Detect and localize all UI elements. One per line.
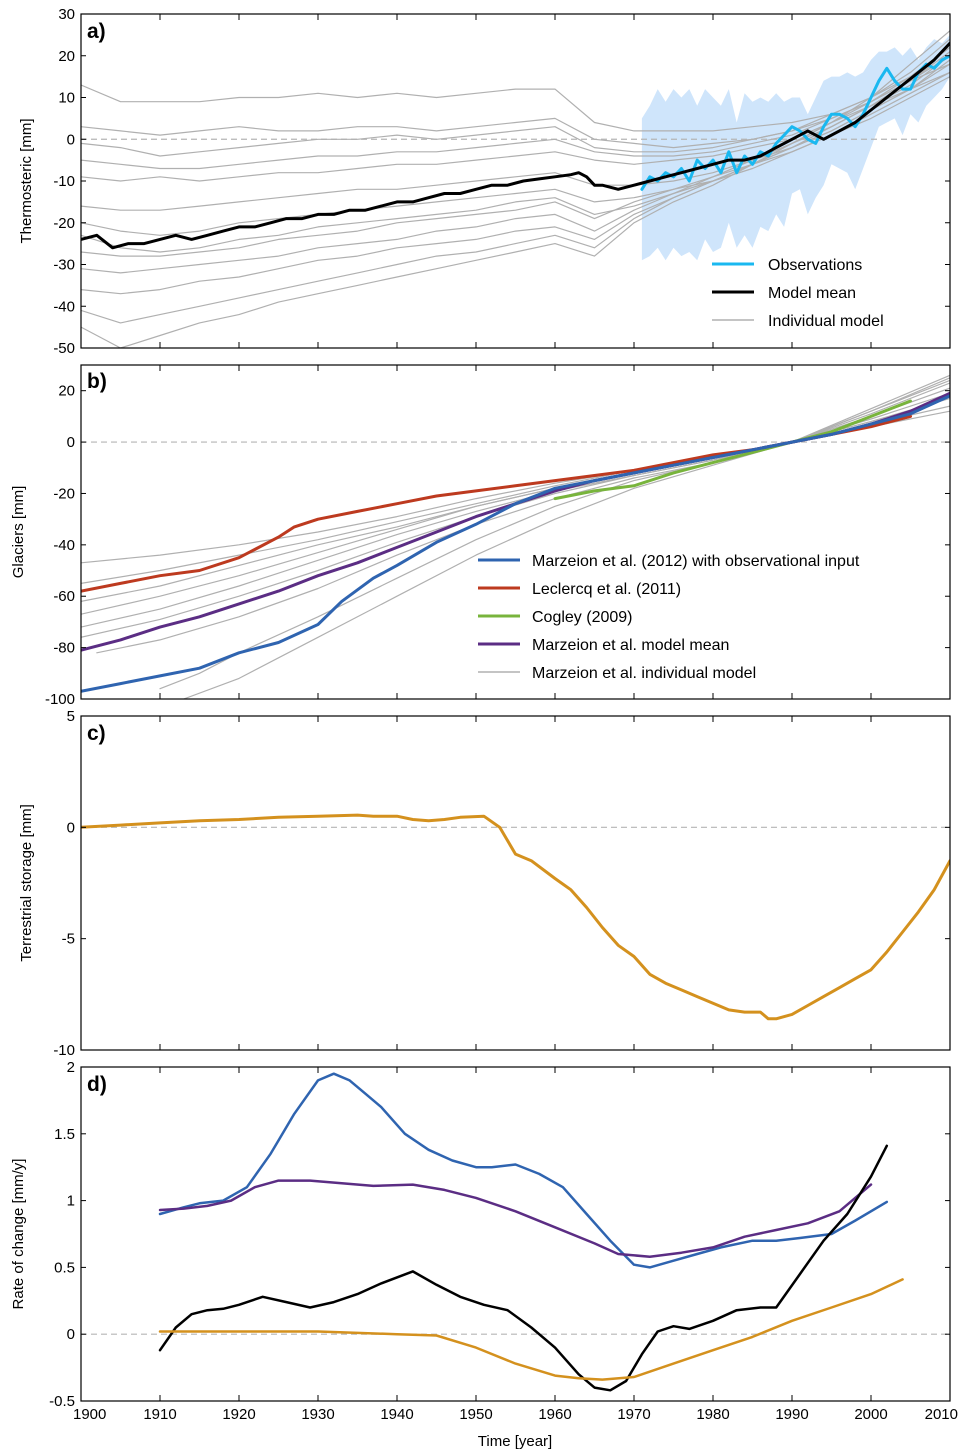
panel-b-ytick-label: -40 <box>53 537 75 554</box>
panel-a-series-individual-2 <box>81 30 950 132</box>
panel-b-ytick-label: -20 <box>53 485 75 502</box>
panel-c-frame <box>80 715 951 1051</box>
panel-d-ytick-label: 1 <box>67 1193 75 1210</box>
panel-b-series-marzeion-obs-12 <box>81 394 950 693</box>
legend-label-marzeion-individual: Marzeion et al. individual model <box>532 665 756 682</box>
panel-a-series-individual-5 <box>81 63 950 170</box>
panel-b-series-individual-6 <box>96 377 950 654</box>
panel-d-xtick-label: 1930 <box>301 1406 334 1423</box>
panel-b-ytick-label: -60 <box>53 588 75 605</box>
panel-b-ytick-label: -80 <box>53 640 75 657</box>
panel-d-ytick-label: 0 <box>67 1326 75 1343</box>
panel-d-xtick-label: 1980 <box>696 1406 729 1423</box>
panel-a-uncertainty-band <box>641 34 950 261</box>
panel-a-ytick-label: 30 <box>58 6 75 23</box>
legend-label-individual-model: Individual model <box>768 313 884 330</box>
panel-d-xtick-label: 2010 <box>925 1406 958 1423</box>
panel-b-glaciers: -100 -80 -60 -40 -20 0 20 b) Glaciers [mm] Mar… <box>10 364 951 708</box>
panel-a-series-group <box>81 30 950 348</box>
panel-a-series-individual-4 <box>81 46 950 157</box>
panel-a-series-individual-14 <box>81 38 950 348</box>
panel-c-label: c) <box>87 722 106 745</box>
panel-c-terrestrial: -10 -5 0 5 c) Terrestrial storage [mm] <box>18 708 951 1059</box>
legend-label-observations: Observations <box>768 257 862 274</box>
panel-c-ytick-label: 5 <box>67 708 75 725</box>
panel-c-ytick-label: -5 <box>62 931 75 948</box>
panel-b-label: b) <box>87 370 107 393</box>
legend-label-cogley: Cogley (2009) <box>532 609 633 626</box>
panel-d-series-rate-blue-0 <box>158 1072 889 1269</box>
panel-b-frame <box>80 364 951 700</box>
panel-d-xtick-label: 1940 <box>380 1406 413 1423</box>
panel-a-ylabel: Thermosteric [mm] <box>18 118 35 243</box>
legend-label-model-mean: Model mean <box>768 285 856 302</box>
panel-a-series-model-mean-1 <box>81 41 950 250</box>
panel-c-ylabel: Terrestrial storage [mm] <box>18 804 35 962</box>
legend-label-marzeion-obs: Marzeion et al. (2012) with observationa… <box>532 553 860 570</box>
panel-d-xtick-label: 1950 <box>459 1406 492 1423</box>
panel-b-series-cogley-10 <box>553 399 912 501</box>
panel-c-ytick-label: 0 <box>67 819 75 836</box>
panel-a-label: a) <box>87 20 106 43</box>
panel-a-series-individual-10 <box>81 59 950 257</box>
panel-d-rate: -0.5 0 0.5 1 1.5 2 1900 1910 1920 1930 1940 1950 196… <box>10 1059 958 1450</box>
panel-a-ytick-label: 0 <box>67 131 75 148</box>
panel-c-series-group <box>81 813 950 1021</box>
panel-d-xtick-label: 1920 <box>222 1406 255 1423</box>
panel-d-series-rate-black-2 <box>158 1144 889 1392</box>
panel-b-series-individual-8 <box>183 374 950 699</box>
panel-a-ytick-label: -20 <box>53 215 75 232</box>
panel-a-ytick-label: -10 <box>53 173 75 190</box>
panel-d-xtick-label: 1990 <box>775 1406 808 1423</box>
panel-d-xtick-label: 1900 <box>73 1406 106 1423</box>
panel-a-ytick-label: 20 <box>58 48 75 65</box>
panel-b-series-individual-2 <box>81 397 950 603</box>
panel-a-ytick-label: -40 <box>53 298 75 315</box>
panel-b-ytick-label: -100 <box>45 691 75 708</box>
panel-d-xtick-label: 1910 <box>143 1406 176 1423</box>
panel-c-series-terrestrial-0 <box>81 813 950 1021</box>
panel-d-xtick-label: 1960 <box>538 1406 571 1423</box>
panel-b-ytick-label: 0 <box>67 434 75 451</box>
panel-b-ytick-label: 20 <box>58 383 75 400</box>
panel-b-ylabel: Glaciers [mm] <box>10 486 27 579</box>
panel-b-series-individual-5 <box>81 382 950 638</box>
panel-d-ytick-label: -0.5 <box>49 1393 75 1410</box>
panel-a-ytick-label: -50 <box>53 340 75 357</box>
panel-a-ytick-label: -30 <box>53 257 75 274</box>
panel-b-legend: Marzeion et al. (2012) with observationa… <box>478 553 860 682</box>
legend-label-marzeion-mean: Marzeion et al. model mean <box>532 637 729 654</box>
panel-a-legend: Observations Model mean Individual model <box>712 257 884 330</box>
panel-d-ytick-label: 2 <box>67 1059 75 1076</box>
panel-a-ytick-label: 10 <box>58 90 75 107</box>
panel-d-series-rate-orange-3 <box>158 1278 904 1381</box>
panel-d-ytick-label: 0.5 <box>54 1259 75 1276</box>
panel-b-series-individual-4 <box>81 387 950 628</box>
panel-a-series-individual-3 <box>81 55 950 149</box>
panel-d-xtick-label: 1970 <box>617 1406 650 1423</box>
panel-b-series-group <box>81 374 950 699</box>
legend-label-leclercq: Leclercq et al. (2011) <box>532 581 681 598</box>
panel-d-ylabel: Rate of change [mm/y] <box>10 1159 27 1310</box>
panel-c-ytick-label: -10 <box>53 1042 75 1059</box>
panel-a-series-individual-9 <box>81 75 950 253</box>
panel-d-label: d) <box>87 1073 107 1096</box>
panel-a-series-individual-12 <box>81 50 950 295</box>
panel-d-xlabel: Time [year] <box>478 1433 552 1450</box>
panel-d-ytick-label: 1.5 <box>54 1126 75 1143</box>
panel-d-series-group <box>158 1072 904 1392</box>
panel-d-series-rate-purple-1 <box>158 1179 873 1258</box>
panel-d-frame <box>80 1066 951 1402</box>
panel-d-xtick-label: 2000 <box>854 1406 887 1423</box>
panel-a-thermosteric: -50 -40 -30 -20 -10 0 10 20 30 a) Thermosteric [… <box>18 6 951 357</box>
